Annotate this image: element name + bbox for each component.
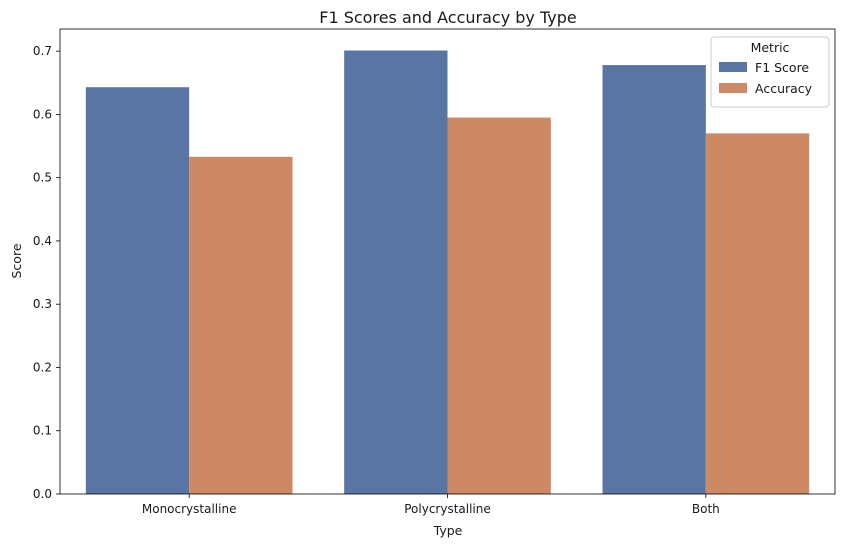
bars-group bbox=[85, 50, 810, 495]
y-tick-label: 0.6 bbox=[33, 107, 52, 121]
legend: Metric F1 Score Accuracy bbox=[710, 36, 830, 108]
x-tick-label: Both bbox=[692, 502, 720, 516]
y-tick-label: 0.5 bbox=[33, 171, 52, 185]
plot-frame bbox=[59, 28, 836, 495]
y-tick-label: 0.2 bbox=[33, 360, 52, 374]
legend-swatch-accuracy bbox=[719, 83, 747, 93]
y-tick-label: 0.0 bbox=[33, 487, 52, 501]
y-tick-label: 0.1 bbox=[33, 424, 52, 438]
legend-swatch-f1-score bbox=[719, 62, 747, 72]
bar-accuracy-polycrystalline bbox=[447, 117, 551, 495]
bar-accuracy-monocrystalline bbox=[189, 156, 293, 495]
x-axis-ticks: Monocrystalline Polycrystalline Both bbox=[142, 494, 720, 516]
y-axis-label: Score bbox=[9, 243, 24, 278]
x-tick-label: Polycrystalline bbox=[404, 502, 491, 516]
legend-label-f1-score: F1 Score bbox=[755, 60, 809, 75]
bar-f1-score-both bbox=[602, 65, 706, 495]
y-tick-label: 0.4 bbox=[33, 234, 52, 248]
legend-label-accuracy: Accuracy bbox=[755, 81, 813, 96]
chart-title: F1 Scores and Accuracy by Type bbox=[319, 8, 576, 27]
x-tick-label: Monocrystalline bbox=[142, 502, 237, 516]
bar-accuracy-both bbox=[705, 133, 810, 494]
x-axis-label: Type bbox=[433, 523, 463, 538]
y-axis-ticks: 0.0 0.1 0.2 0.3 0.4 0.5 0.6 0.7 bbox=[33, 44, 60, 501]
bar-f1-score-polycrystalline bbox=[344, 50, 448, 495]
bar-f1-score-monocrystalline bbox=[85, 87, 190, 495]
legend-title: Metric bbox=[751, 40, 790, 55]
y-tick-label: 0.3 bbox=[33, 297, 52, 311]
y-tick-label: 0.7 bbox=[33, 44, 52, 58]
